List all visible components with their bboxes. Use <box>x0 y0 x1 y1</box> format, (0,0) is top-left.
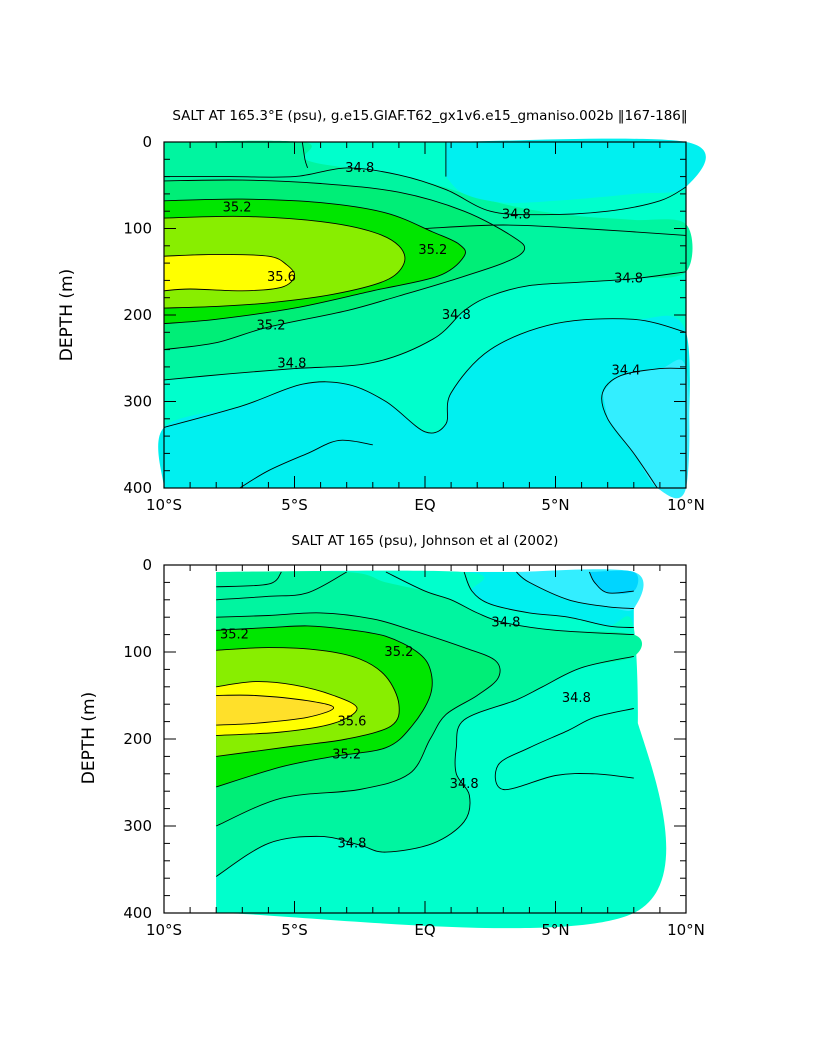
panel1-y-tick-label: 0 <box>142 133 152 151</box>
panel1-x-tick-label: 10°S <box>146 496 182 514</box>
panel1-contour-line-4 <box>163 198 466 325</box>
panel2-contour-line-5 <box>216 681 358 736</box>
panel1-contour-label: 35.2 <box>257 318 286 333</box>
panel1-contour-label: 35.2 <box>223 201 252 216</box>
panel1-y-tick-label: 200 <box>123 306 152 324</box>
panel1-contour-label: 35.2 <box>418 243 447 258</box>
panel1-filled-contours <box>158 138 706 499</box>
panel1-contour-lines <box>163 141 687 489</box>
panel2-contour-line-6 <box>216 694 335 726</box>
panel2-y-axis-label: DEPTH (m) <box>79 692 99 784</box>
panel2-filled-contours <box>216 569 667 929</box>
panel1-contour-label: 34.8 <box>345 161 374 176</box>
panel2-axes: 10°S 5°S EQ 5°N 10°N 0 100 200 300 400 <box>123 556 705 939</box>
panel2-x-tick-label: 5°S <box>281 921 308 939</box>
panel1-contour-label: 34.8 <box>502 208 531 223</box>
panel2-contour-labels: 34.8 35.2 35.2 35.6 34.8 35.2 34.8 34.8 <box>220 615 591 851</box>
panel2-x-tick-label: 5°N <box>541 921 569 939</box>
panel1-fill-35-6 <box>164 254 295 291</box>
panel1-contour-line-11 <box>239 439 373 489</box>
panel1-y-tick-label: 400 <box>123 479 152 497</box>
panel1-contour-line-6 <box>163 253 296 292</box>
panel1-contour-line-7 <box>163 271 687 381</box>
panel1-fill-34-6-lower <box>158 315 690 488</box>
panel1-y-tick-label: 300 <box>123 393 152 411</box>
panel1-contour-line-9 <box>163 318 687 434</box>
panel2-y-tick-label: 400 <box>123 904 152 922</box>
panel2-contour-label: 34.8 <box>491 615 520 630</box>
panel1-y-axis-label: DEPTH (m) <box>57 269 77 361</box>
panel1-x-tick-label: 5°S <box>281 496 308 514</box>
panel2-x-tick-label: 10°N <box>667 921 705 939</box>
panel1-x-tick-label: 5°N <box>541 496 569 514</box>
panel1-contour-labels: 34.8 34.8 35.2 35.2 35.6 34.8 35.2 34.8 34.8 34.4 <box>223 161 643 378</box>
panel2-contour-line-3 <box>216 625 433 788</box>
panel2-contour-line-2 <box>216 612 501 827</box>
panel1-contour-label: 34.8 <box>614 272 643 287</box>
panel1-fill-34-4 <box>602 359 690 499</box>
panel2-y-tick-label: 300 <box>123 817 152 835</box>
panel2-contour-lines <box>215 571 634 877</box>
panel2-contour-label: 35.2 <box>332 748 361 763</box>
panel2-contour-label: 35.6 <box>337 715 366 730</box>
panel2-x-tick-label: EQ <box>414 921 435 939</box>
panel1-x-tick-label: EQ <box>414 496 435 514</box>
panel2-contour-line-11 <box>588 571 634 594</box>
panel2-y-tick-label: 100 <box>123 643 152 661</box>
panel1-fill-34-6-upper <box>445 138 706 203</box>
panel1-y-tick-label: 100 <box>123 220 152 238</box>
panel2-contour-line-1 <box>216 571 347 601</box>
panel2-contour-line-0 <box>216 571 282 588</box>
panel2-contour-line-9 <box>463 571 634 629</box>
panel2-y-tick-label: 0 <box>142 556 152 574</box>
panel2-title: SALT AT 165 (psu), Johnson et al (2002) <box>292 533 559 549</box>
panel1-contour-line-3 <box>163 179 526 351</box>
panel2-y-tick-label: 200 <box>123 730 152 748</box>
panel2-contour-label: 34.8 <box>450 777 479 792</box>
panel2-contour-label: 34.8 <box>337 836 366 851</box>
panel2-contour-line-4 <box>216 647 400 757</box>
panel2-contour-line-7 <box>215 655 634 877</box>
panel1-contour-label: 34.8 <box>442 308 471 323</box>
panel1-contour-line-5 <box>163 215 406 309</box>
panel1-axes: 10°S 5°S EQ 5°N 10°N 0 100 200 300 400 <box>123 133 705 514</box>
panel2-x-tick-label: 10°S <box>146 921 182 939</box>
panel1-x-tick-label: 10°N <box>667 496 705 514</box>
panel1-contour-line-0 <box>301 141 309 169</box>
panel1-contour-label: 34.4 <box>611 363 640 378</box>
panel1-contour-line-8 <box>424 224 687 236</box>
panel2-contour-line-10 <box>516 571 634 609</box>
panel2-contour-line-12 <box>494 708 634 790</box>
panel1-contour-line-1 <box>163 167 687 216</box>
panel1-contour-label: 35.6 <box>267 270 296 285</box>
panel1-contour-label: 34.8 <box>277 356 306 371</box>
panel2-contour-label: 35.2 <box>384 645 413 660</box>
panel1-contour-line-10 <box>601 367 687 489</box>
panel-observations: SALT AT 165 (psu), Johnson et al (2002) … <box>79 533 705 939</box>
panel2-contour-label: 35.2 <box>220 628 249 643</box>
panel1-title: SALT AT 165.3°E (psu), g.e15.GIAF.T62_gx… <box>172 108 687 124</box>
panel2-contour-label: 34.8 <box>562 691 591 706</box>
panel2-fill-fresh <box>589 570 639 594</box>
panel-model: SALT AT 165.3°E (psu), g.e15.GIAF.T62_gx… <box>57 108 706 514</box>
panel2-contour-line-8 <box>385 571 634 636</box>
